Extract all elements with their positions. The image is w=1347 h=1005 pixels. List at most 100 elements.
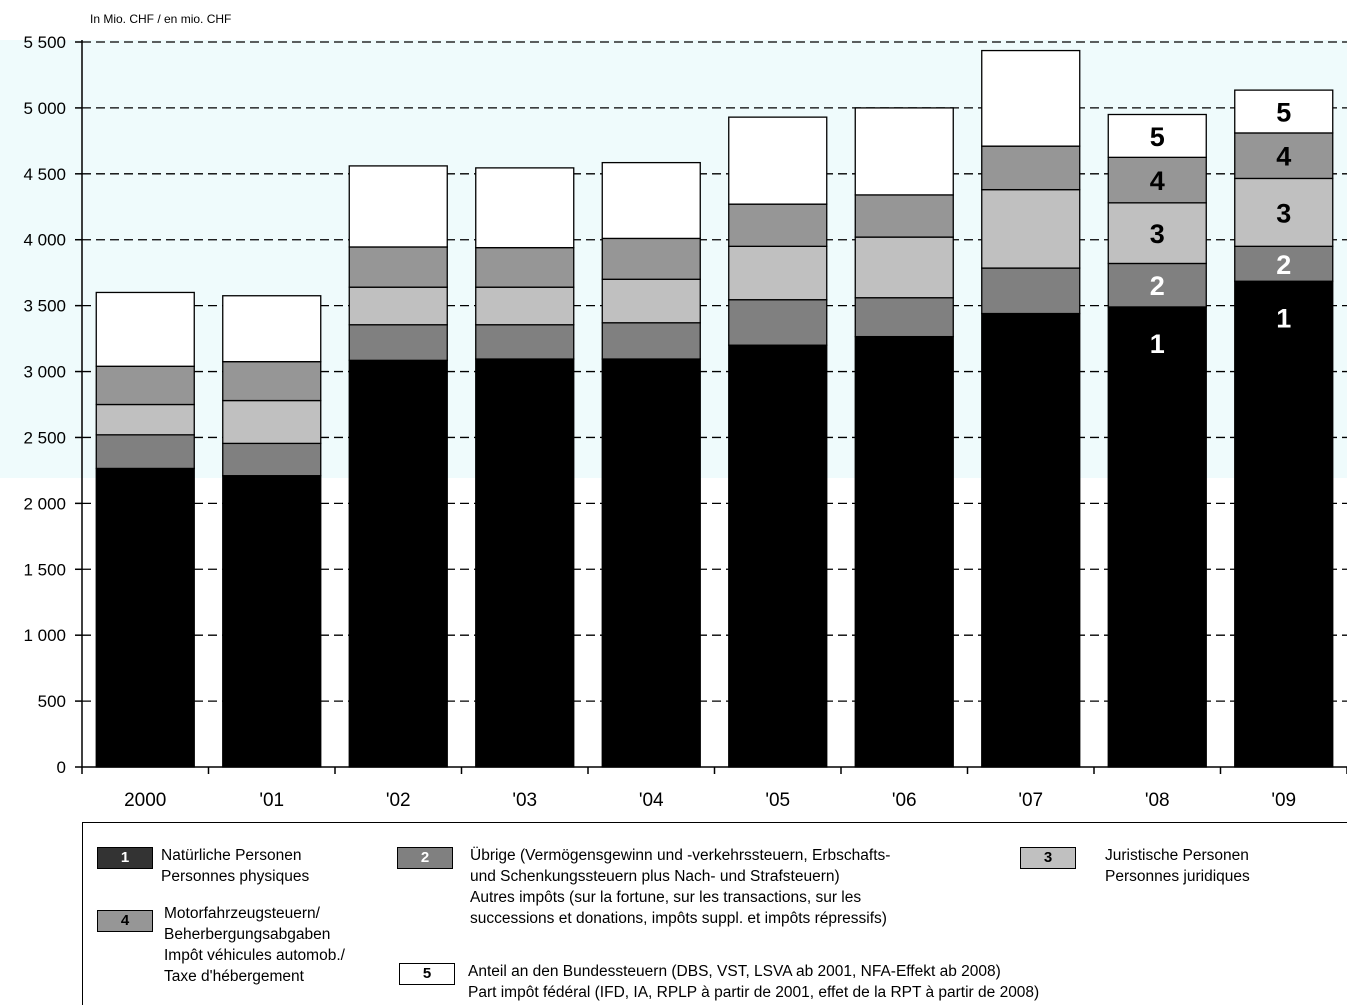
y-axis-ticks: 0 500 1 000 1 500 2 000 2 500 3 000 3 500 4 000 4… xyxy=(23,33,82,777)
y-tick-label: 1 500 xyxy=(23,560,66,579)
legend-text-1: Natürliche Personen Personnes physiques xyxy=(161,845,309,887)
x-tick-label: '04 xyxy=(639,790,664,811)
legend-text-2: Übrige (Vermögensgewinn und -verkehrsste… xyxy=(470,845,890,929)
legend-swatch-1: 1 xyxy=(97,847,153,869)
bar-segment-2 xyxy=(1234,245,1334,282)
legend-text-1-de: Natürliche Personen xyxy=(161,847,302,864)
legend-swatch-4: 4 xyxy=(97,910,153,932)
x-tick-label: '07 xyxy=(1018,790,1043,811)
bar-segment-4 xyxy=(854,194,954,238)
segment-label-4: 4 xyxy=(1150,166,1165,196)
legend-swatch-3: 3 xyxy=(1020,847,1076,869)
legend-text-1-fr: Personnes physiques xyxy=(161,868,310,885)
stacked-bar-chart: 1 2 3 4 5 1 2 3 4 5 0 500 1 000 1 500 2 000 2 500 3 000… xyxy=(0,12,1347,811)
y-tick-label: 5 000 xyxy=(23,99,66,118)
legend-text-3: Juristische Personen Personnes juridique… xyxy=(1105,845,1250,887)
bar-segment-2 xyxy=(348,324,448,361)
x-tick-label: '06 xyxy=(892,790,917,811)
bar-segment-1 xyxy=(475,358,575,768)
y-tick-label: 2 000 xyxy=(23,494,66,513)
bar-segment-5 xyxy=(1107,113,1207,158)
bar-segment-1 xyxy=(728,344,828,768)
bar-segment-1 xyxy=(348,359,448,768)
bar-segment-3 xyxy=(1107,202,1207,265)
bar-segment-4 xyxy=(475,246,575,288)
bar-segment-1 xyxy=(222,475,322,768)
segment-label-1: 1 xyxy=(1276,303,1291,333)
bar-segment-2 xyxy=(981,267,1081,315)
legend-text-3-fr: Personnes juridiques xyxy=(1105,868,1250,885)
x-tick-label: '01 xyxy=(259,790,284,811)
bar-segment-4 xyxy=(222,361,322,402)
bar-segment-5 xyxy=(348,165,448,248)
bar-segment-1 xyxy=(601,358,701,768)
bars xyxy=(95,49,1334,768)
bar-segment-1 xyxy=(1107,306,1207,768)
bar-segment-4 xyxy=(95,365,195,406)
bar-segment-1 xyxy=(854,335,954,768)
bar-segment-3 xyxy=(854,236,954,299)
bar-segment-4 xyxy=(601,237,701,280)
bar-segment-1 xyxy=(981,312,1081,768)
x-tick-label: '02 xyxy=(386,790,411,811)
legend-text-4: Motorfahrzeugsteuern/ Beherbergungsabgab… xyxy=(164,903,345,987)
bar-segment-1 xyxy=(1234,280,1334,768)
segment-label-3: 3 xyxy=(1276,198,1291,228)
x-axis-ticks: 2000 '01 '02 '03 '04 '05 '06 '07 '08 '09 xyxy=(81,767,1347,811)
segment-label-4: 4 xyxy=(1276,142,1291,172)
y-tick-label: 5 500 xyxy=(23,33,66,52)
legend-text-3-de: Juristische Personen xyxy=(1105,847,1249,864)
legend-swatch-2: 2 xyxy=(397,847,453,869)
bar-segment-5 xyxy=(475,167,575,249)
y-tick-label: 500 xyxy=(38,692,66,711)
y-tick-label: 4 500 xyxy=(23,165,66,184)
segment-label-5: 5 xyxy=(1276,98,1291,128)
unit-label: In Mio. CHF / en mio. CHF xyxy=(90,12,231,26)
legend-text-4-line-2: Beherbergungsabgaben xyxy=(164,926,331,943)
bar-segment-labels: 1 2 3 4 5 1 2 3 4 5 xyxy=(1150,98,1292,359)
legend-text-4-line-4: Taxe d'hébergement xyxy=(164,968,304,985)
segment-label-5: 5 xyxy=(1150,122,1165,152)
legend-text-5-de: Anteil an den Bundessteuern (DBS, VST, L… xyxy=(468,963,1001,980)
bar-segment-5 xyxy=(222,295,322,363)
bar-segment-2 xyxy=(475,324,575,360)
bar-segment-1 xyxy=(95,467,195,768)
bar-segment-5 xyxy=(95,291,195,367)
segment-label-2: 2 xyxy=(1150,271,1165,301)
bar-segment-2 xyxy=(854,297,954,338)
legend: 1 Natürliche Personen Personnes physique… xyxy=(82,822,1347,1005)
x-tick-label: '03 xyxy=(512,790,537,811)
bar-segment-3 xyxy=(601,278,701,324)
bar-segment-5 xyxy=(728,116,828,205)
y-tick-label: 0 xyxy=(57,758,66,777)
legend-swatch-5: 5 xyxy=(399,963,455,985)
y-tick-label: 3 500 xyxy=(23,297,66,316)
bar-segment-3 xyxy=(728,245,828,301)
legend-text-4-line-1: Motorfahrzeugsteuern/ xyxy=(164,905,320,922)
segment-label-3: 3 xyxy=(1150,219,1165,249)
bar-segment-3 xyxy=(222,399,322,445)
x-tick-label: '08 xyxy=(1145,790,1170,811)
bar-segment-2 xyxy=(222,442,322,477)
bar-segment-3 xyxy=(981,188,1081,269)
bar-segment-4 xyxy=(728,203,828,247)
y-tick-label: 3 000 xyxy=(23,363,66,382)
bar-segment-3 xyxy=(348,286,448,326)
legend-text-2-line-4: successions et donations, impôts suppl. … xyxy=(470,910,887,927)
legend-text-2-line-2: und Schenkungssteuern plus Nach- und Str… xyxy=(470,868,840,885)
bar-segment-2 xyxy=(601,322,701,360)
bar-segment-4 xyxy=(348,246,448,288)
bar-segment-2 xyxy=(95,434,195,470)
bar-segment-5 xyxy=(601,161,701,240)
y-tick-label: 4 000 xyxy=(23,231,66,250)
segment-label-1: 1 xyxy=(1150,329,1165,359)
bar-segment-4 xyxy=(981,145,1081,191)
bar-segment-3 xyxy=(475,286,575,326)
bar-segment-5 xyxy=(1234,89,1334,134)
legend-text-2-line-1: Übrige (Vermögensgewinn und -verkehrsste… xyxy=(470,847,891,864)
legend-text-5-fr: Part impôt fédéral (IFD, IA, RPLP à part… xyxy=(468,984,1040,1001)
bar-segment-3 xyxy=(95,403,195,436)
y-tick-label: 2 500 xyxy=(23,428,66,447)
bar-segment-5 xyxy=(981,49,1081,147)
bar-segment-2 xyxy=(728,299,828,346)
